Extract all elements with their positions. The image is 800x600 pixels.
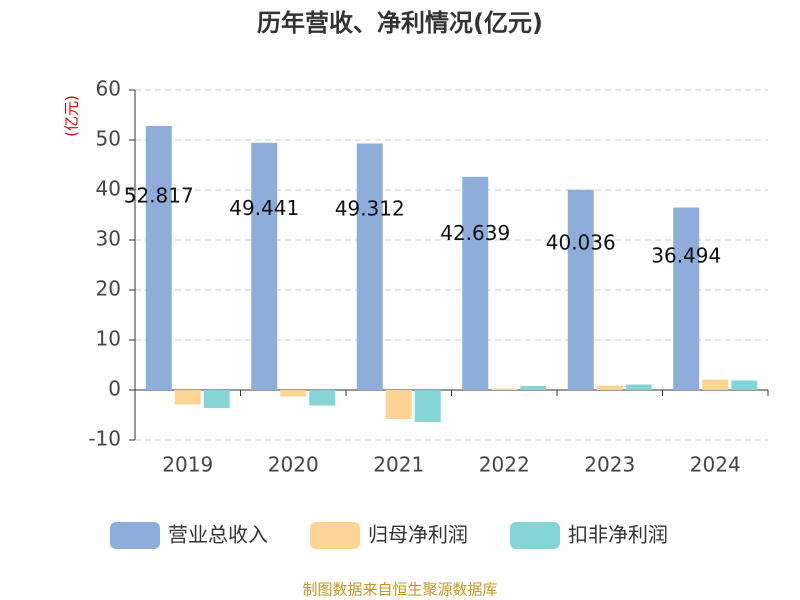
x-tick-label: 2020 (268, 453, 319, 477)
y-tick-label: 50 (96, 127, 121, 151)
legend-label: 扣非净利润 (568, 523, 668, 547)
x-tick-label: 2022 (479, 453, 530, 477)
y-tick-label: 20 (96, 277, 121, 301)
legend-swatch (110, 522, 160, 549)
y-tick-label: 10 (96, 327, 121, 351)
data-label: 49.312 (335, 197, 405, 221)
bar (491, 388, 518, 390)
bar (731, 380, 758, 390)
bar (625, 384, 652, 390)
y-tick-label: 30 (96, 227, 121, 251)
x-tick-label: 2024 (690, 453, 741, 477)
legend-label: 营业总收入 (168, 523, 268, 547)
data-label: 42.639 (440, 221, 510, 245)
bar (596, 385, 623, 390)
source-note: 制图数据来自恒生聚源数据库 (302, 581, 497, 599)
legend-swatch (510, 522, 560, 549)
bar (520, 386, 547, 390)
bar (702, 379, 729, 390)
y-axis-label: (亿元) (63, 95, 81, 137)
y-tick-label: 40 (96, 177, 121, 201)
y-tick-label: -10 (88, 427, 121, 451)
legend-label: 归母净利润 (368, 523, 468, 547)
y-tick-label: 0 (108, 377, 121, 401)
bar (309, 390, 336, 406)
bar (356, 143, 383, 390)
x-tick-label: 2023 (584, 453, 635, 477)
bar (251, 142, 278, 390)
legend-swatch (310, 522, 360, 549)
bar (174, 390, 201, 405)
bar (414, 390, 441, 422)
bar (673, 207, 700, 390)
chart-title: 历年营收、净利情况(亿元) (257, 9, 543, 37)
x-tick-label: 2021 (373, 453, 424, 477)
bar (203, 390, 230, 408)
x-tick-label: 2019 (162, 453, 213, 477)
bar (145, 125, 172, 390)
bar (567, 189, 594, 390)
data-label: 36.494 (651, 243, 721, 267)
bar (385, 390, 412, 419)
y-tick-label: 60 (96, 77, 121, 101)
data-label: 49.441 (229, 196, 299, 220)
data-label: 52.817 (124, 184, 194, 208)
bar (462, 176, 489, 390)
bar (280, 390, 307, 397)
data-label: 40.036 (546, 230, 616, 254)
